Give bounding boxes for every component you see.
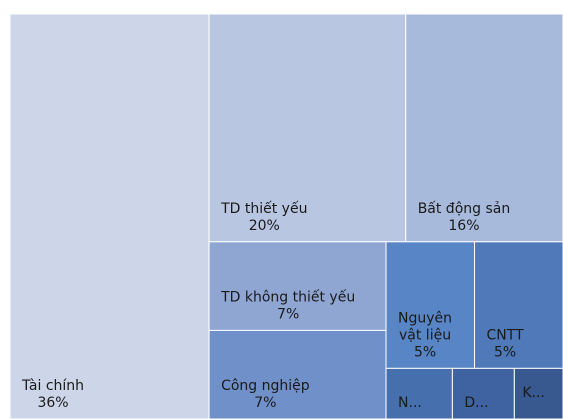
treemap-cell: [208, 241, 387, 331]
treemap-cell: [513, 367, 563, 419]
value-label: 20%: [249, 218, 280, 234]
value-label: 7%: [277, 306, 299, 322]
cell-label: Công nghiệp: [221, 378, 310, 394]
treemap-cell: [9, 13, 210, 419]
cell-label: K...: [522, 385, 545, 401]
value-label: 5%: [414, 344, 436, 360]
cell-label: CNTT: [487, 327, 525, 343]
treemap-cell: [451, 367, 515, 419]
value-label: 36%: [37, 395, 68, 411]
value-label: 7%: [254, 395, 276, 411]
treemap-cell: [385, 367, 453, 419]
cell-label: D...: [464, 395, 488, 411]
treemap-cell: [208, 13, 407, 243]
cell-label: Nguyên vật liệu: [398, 310, 452, 343]
cell-label: Tài chính: [21, 378, 84, 394]
value-label: 5%: [494, 344, 516, 360]
treemap-cell: [474, 241, 563, 369]
treemap-cell: [385, 241, 476, 369]
cell-label: TD không thiết yếu: [220, 288, 355, 305]
cell-label: Bất động sản: [418, 201, 511, 217]
cell-label: TD thiết yếu: [220, 200, 307, 217]
treemap-cell: [405, 13, 563, 243]
treemap-cell: [208, 329, 387, 419]
value-label: 16%: [448, 218, 479, 234]
cell-label: N...: [398, 395, 422, 411]
